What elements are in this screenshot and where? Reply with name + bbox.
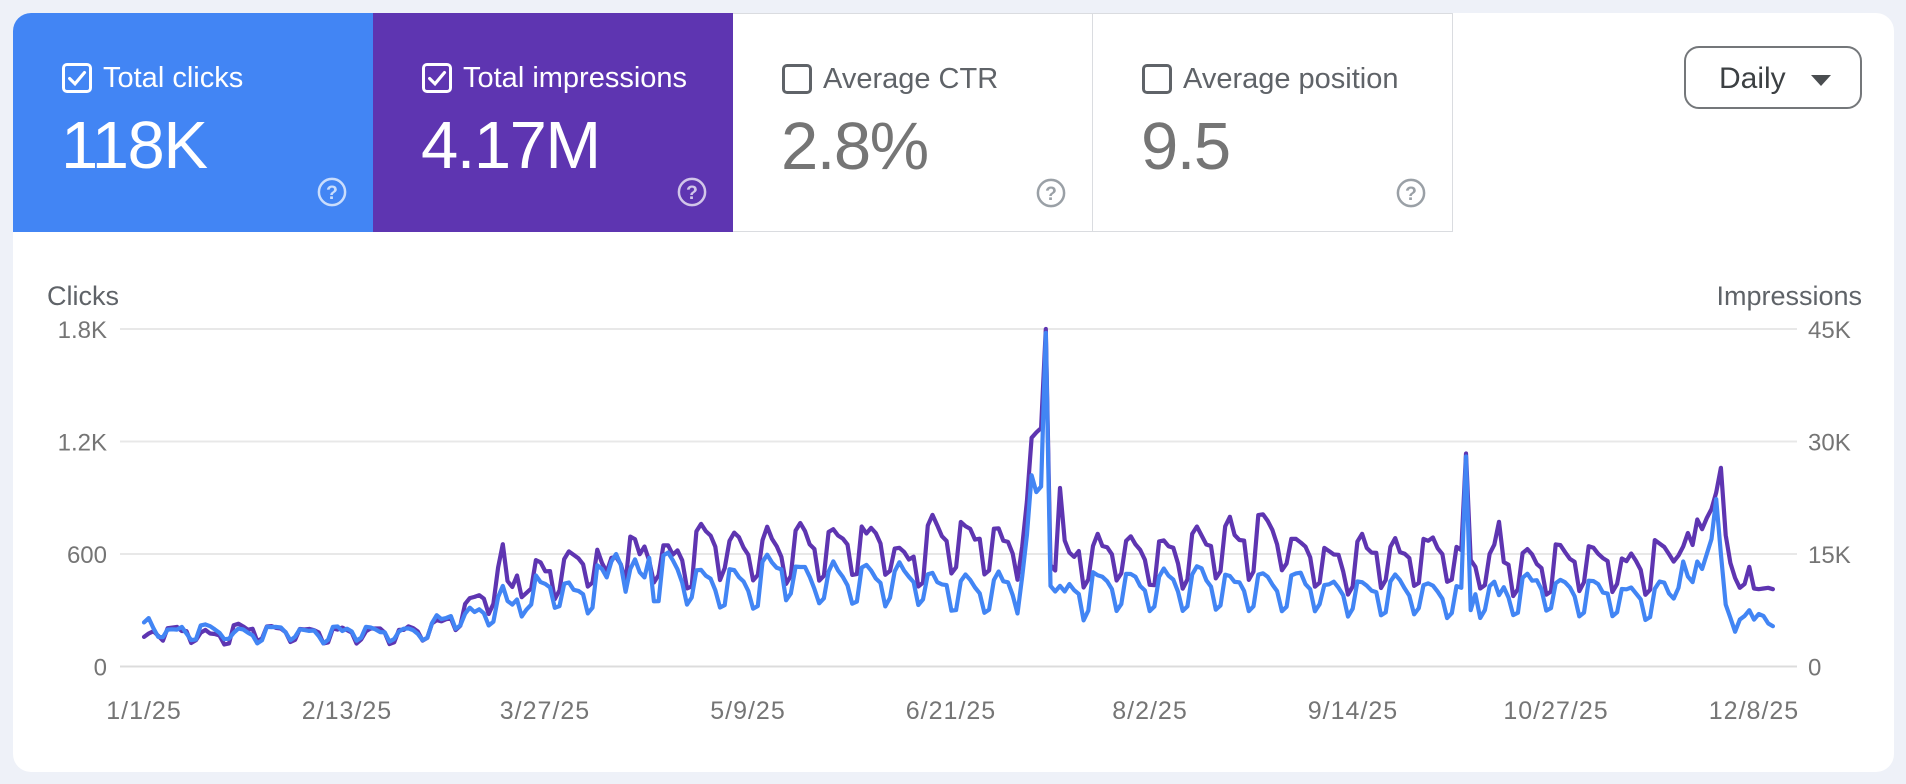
svg-text:?: ?: [326, 182, 338, 204]
svg-text:0: 0: [94, 655, 107, 682]
svg-text:Impressions: Impressions: [1716, 281, 1862, 311]
svg-text:600: 600: [67, 542, 107, 569]
svg-text:10/27/25: 10/27/25: [1503, 697, 1608, 725]
svg-text:1/1/25: 1/1/25: [106, 697, 182, 725]
svg-text:15K: 15K: [1808, 542, 1851, 569]
svg-text:3/27/25: 3/27/25: [500, 697, 590, 725]
svg-text:6/21/25: 6/21/25: [906, 697, 996, 725]
svg-text:?: ?: [686, 182, 698, 204]
svg-text:45K: 45K: [1808, 317, 1851, 344]
svg-text:5/9/25: 5/9/25: [710, 697, 786, 725]
svg-text:2/13/25: 2/13/25: [302, 697, 392, 725]
svg-text:12/8/25: 12/8/25: [1709, 697, 1799, 725]
svg-text:1.8K: 1.8K: [58, 317, 107, 344]
svg-text:30K: 30K: [1808, 430, 1851, 457]
svg-text:9/14/25: 9/14/25: [1308, 697, 1398, 725]
svg-text:Clicks: Clicks: [47, 281, 119, 311]
svg-text:1.2K: 1.2K: [58, 430, 107, 457]
svg-text:8/2/25: 8/2/25: [1112, 697, 1188, 725]
svg-text:?: ?: [1045, 183, 1057, 205]
svg-text:0: 0: [1808, 655, 1821, 682]
svg-text:?: ?: [1405, 183, 1417, 205]
